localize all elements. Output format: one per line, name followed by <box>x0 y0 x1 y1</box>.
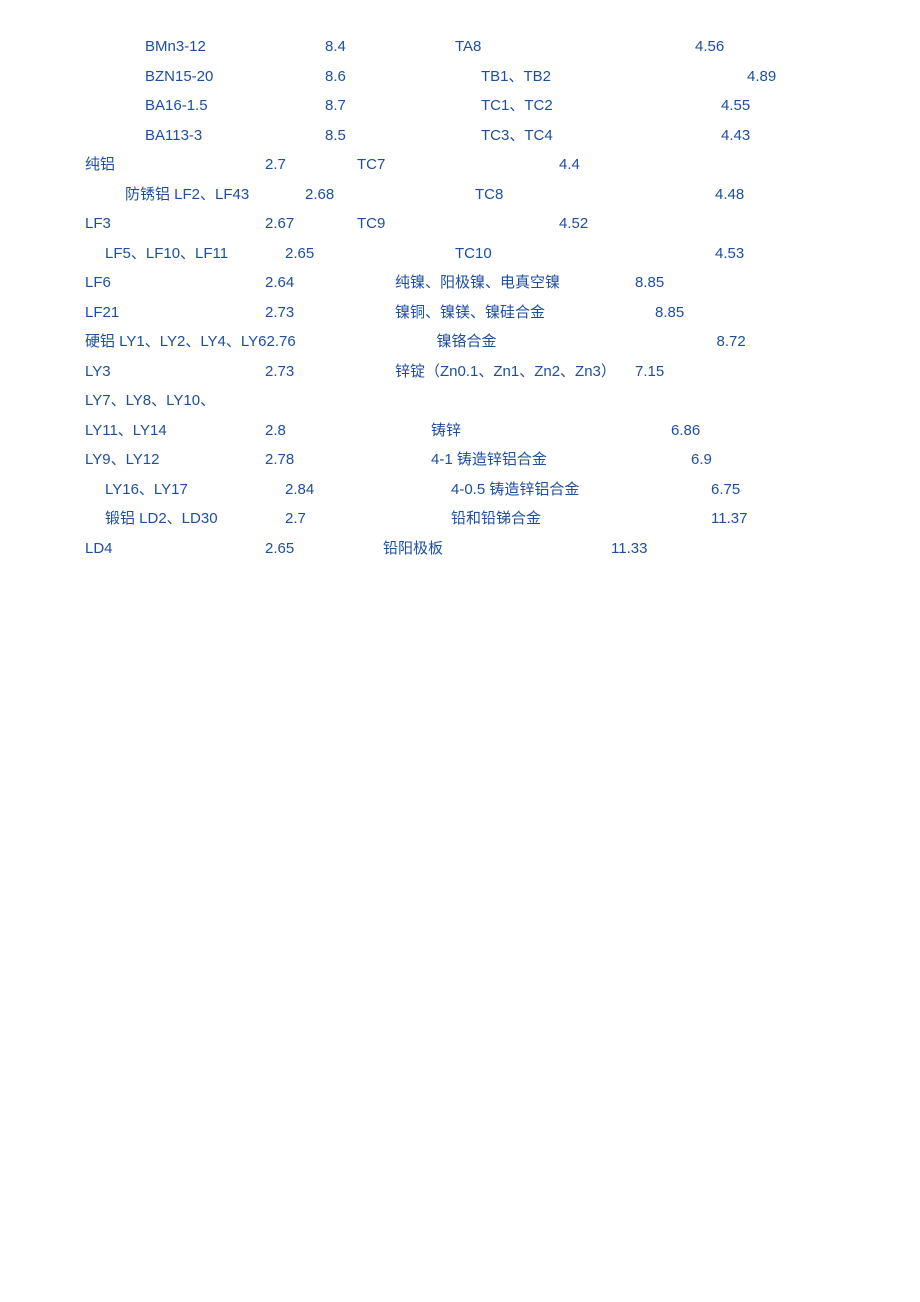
material-right: 镍铬合金 <box>396 327 676 357</box>
material-left: LD4 <box>85 534 265 564</box>
value-right: 4.53 <box>695 239 795 269</box>
table-row: LY32.73锌锭（Zn0.1、Zn1、Zn2、Zn3）7.15 <box>85 357 835 387</box>
material-left: LF5、LF10、LF11 <box>85 239 285 269</box>
table-row: LD42.65铅阳极板11.33 <box>85 534 835 564</box>
material-right: TC3、TC4 <box>455 121 721 151</box>
material-right: 铅和铅锑合金 <box>415 504 691 534</box>
material-right: TC10 <box>415 239 695 269</box>
table-row: 纯铝2.7TC74.4 <box>85 150 835 180</box>
value-right: 7.15 <box>635 357 715 387</box>
material-right: 4-1 铸造锌铝合金 <box>395 445 671 475</box>
table-row: LY7、LY8、LY10、 <box>85 386 835 416</box>
value-right <box>635 386 715 416</box>
material-right: 4-0.5 铸造锌铝合金 <box>415 475 691 505</box>
material-right: 锌锭（Zn0.1、Zn1、Zn2、Zn3） <box>395 357 635 387</box>
value-right: 11.33 <box>611 534 691 564</box>
material-left: LF21 <box>85 298 265 328</box>
value-right: 11.37 <box>691 504 791 534</box>
value-left: 2.65 <box>265 534 395 564</box>
value-left: 2.73 <box>265 298 395 328</box>
value-right: 4.4 <box>559 150 639 180</box>
value-right: 6.9 <box>671 445 771 475</box>
value-right: 4.43 <box>721 121 801 151</box>
value-right: 6.75 <box>691 475 791 505</box>
table-row: LF62.64纯镍、阳极镍、电真空镍8.85 <box>85 268 835 298</box>
value-left <box>265 386 395 416</box>
table-row: BZN15-208.6TB1、TB24.89 <box>85 62 835 92</box>
material-right: TC1、TC2 <box>455 91 721 121</box>
value-left: 2.64 <box>265 268 395 298</box>
value-left: 2.65 <box>285 239 415 269</box>
material-left: LF3 <box>85 209 265 239</box>
material-left: LY9、LY12 <box>85 445 265 475</box>
value-left: 2.76 <box>266 327 396 357</box>
value-left: 2.84 <box>285 475 415 505</box>
value-right: 4.89 <box>721 62 827 92</box>
value-left: 2.68 <box>305 180 435 210</box>
material-left: 纯铝 <box>85 150 265 180</box>
material-right: 镍铜、镍镁、镍硅合金 <box>395 298 635 328</box>
material-right: TC8 <box>435 180 715 210</box>
material-left: BZN15-20 <box>85 62 325 92</box>
table-row: BA113-38.5TC3、TC44.43 <box>85 121 835 151</box>
material-left: 防锈铝 LF2、LF43 <box>85 180 305 210</box>
value-right: 4.56 <box>695 32 775 62</box>
material-left: BA16-1.5 <box>85 91 325 121</box>
table-row: 硬铝 LY1、LY2、LY4、LY62.76镍铬合金8.72 <box>85 327 835 357</box>
value-right: 6.86 <box>671 416 751 446</box>
table-row: 防锈铝 LF2、LF432.68TC84.48 <box>85 180 835 210</box>
table-row: LF5、LF10、LF112.65TC104.53 <box>85 239 835 269</box>
material-left: BMn3-12 <box>85 32 325 62</box>
material-density-table: BMn3-128.4TA84.56BZN15-208.6TB1、TB24.89B… <box>85 32 835 563</box>
table-row: BA16-1.58.7TC1、TC24.55 <box>85 91 835 121</box>
value-left: 2.78 <box>265 445 395 475</box>
table-row: LF32.67TC94.52 <box>85 209 835 239</box>
value-right: 8.85 <box>635 268 715 298</box>
value-left: 8.6 <box>325 62 455 92</box>
material-left: LY11、LY14 <box>85 416 265 446</box>
value-left: 2.8 <box>265 416 395 446</box>
value-right: 8.72 <box>676 327 796 357</box>
value-right: 4.55 <box>721 91 801 121</box>
material-right: TB1、TB2 <box>455 62 721 92</box>
material-left: LY16、LY17 <box>85 475 285 505</box>
material-left: LY3 <box>85 357 265 387</box>
value-left: 2.73 <box>265 357 395 387</box>
material-right: 铅阳极板 <box>383 534 623 564</box>
value-right: 4.52 <box>559 209 639 239</box>
material-right: 纯镍、阳极镍、电真空镍 <box>395 268 635 298</box>
value-right: 4.48 <box>715 180 795 210</box>
material-left: LY7、LY8、LY10、 <box>85 386 265 416</box>
material-left: BA113-3 <box>85 121 325 151</box>
material-right: 铸锌 <box>395 416 671 446</box>
value-left: 8.5 <box>325 121 455 151</box>
table-row: BMn3-128.4TA84.56 <box>85 32 835 62</box>
material-right <box>395 386 635 416</box>
table-row: 锻铝 LD2、LD302.7铅和铅锑合金11.37 <box>85 504 835 534</box>
table-row: LF212.73镍铜、镍镁、镍硅合金8.85 <box>85 298 835 328</box>
value-left: 8.4 <box>325 32 455 62</box>
material-right: TA8 <box>455 32 695 62</box>
material-left: 锻铝 LD2、LD30 <box>85 504 285 534</box>
table-row: LY11、LY142.8铸锌6.86 <box>85 416 835 446</box>
value-left: 8.7 <box>325 91 455 121</box>
material-left: LF6 <box>85 268 265 298</box>
table-row: LY16、LY172.844-0.5 铸造锌铝合金6.75 <box>85 475 835 505</box>
value-right: 8.85 <box>635 298 735 328</box>
table-row: LY9、LY122.784-1 铸造锌铝合金6.9 <box>85 445 835 475</box>
value-left: 2.7 <box>285 504 415 534</box>
material-left: 硬铝 LY1、LY2、LY4、LY6 <box>85 327 266 357</box>
